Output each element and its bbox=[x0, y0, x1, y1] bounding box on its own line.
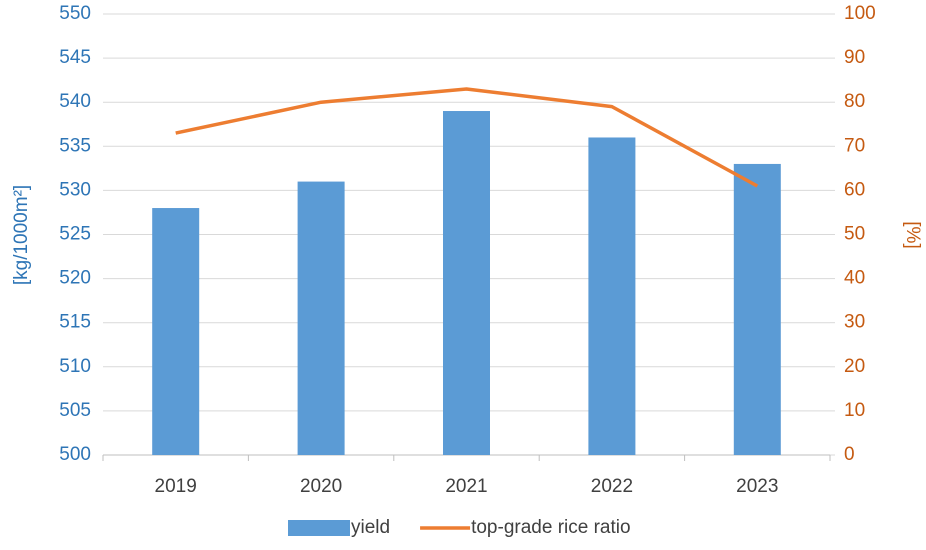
y-tick-label: 515 bbox=[59, 312, 91, 333]
y2-tick-label: 50 bbox=[844, 224, 865, 245]
y-tick-label: 535 bbox=[59, 135, 91, 156]
y-axis-title: [kg/1000m²] bbox=[11, 185, 32, 285]
y-tick-label: 550 bbox=[59, 3, 91, 24]
legend-label: yield bbox=[351, 517, 390, 538]
x-tick-label: 2021 bbox=[445, 476, 487, 497]
y2-tick-label: 30 bbox=[844, 312, 865, 333]
y-tick-label: 510 bbox=[59, 356, 91, 377]
y2-axis-title: [%] bbox=[902, 221, 923, 248]
y-tick-label: 540 bbox=[59, 91, 91, 112]
legend-label: top-grade rice ratio bbox=[471, 517, 630, 538]
bar bbox=[152, 208, 200, 455]
y-tick-label: 525 bbox=[59, 224, 91, 245]
y2-tick-label: 20 bbox=[844, 356, 865, 377]
y2-tick-label: 70 bbox=[844, 135, 865, 156]
y-tick-label: 520 bbox=[59, 268, 91, 289]
y2-tick-label: 0 bbox=[844, 444, 855, 465]
y2-tick-label: 80 bbox=[844, 91, 865, 112]
x-tick-label: 2022 bbox=[591, 476, 633, 497]
bar bbox=[297, 181, 345, 455]
y2-tick-label: 40 bbox=[844, 268, 865, 289]
bar bbox=[588, 137, 636, 456]
y-tick-label: 500 bbox=[59, 444, 91, 465]
y2-tick-label: 90 bbox=[844, 47, 865, 68]
y-tick-label: 545 bbox=[59, 47, 91, 68]
line bbox=[175, 87, 759, 188]
x-tick-label: 2019 bbox=[155, 476, 197, 497]
x-tick-label: 2023 bbox=[736, 476, 778, 497]
y-tick-label: 505 bbox=[59, 400, 91, 421]
legend-swatch bbox=[288, 520, 350, 536]
bar bbox=[733, 163, 781, 455]
x-tick-label: 2020 bbox=[300, 476, 342, 497]
bar bbox=[443, 111, 490, 456]
y-tick-label: 530 bbox=[59, 179, 91, 200]
y2-tick-label: 100 bbox=[844, 3, 876, 24]
y2-tick-label: 10 bbox=[844, 400, 865, 421]
y2-tick-label: 60 bbox=[844, 179, 865, 200]
